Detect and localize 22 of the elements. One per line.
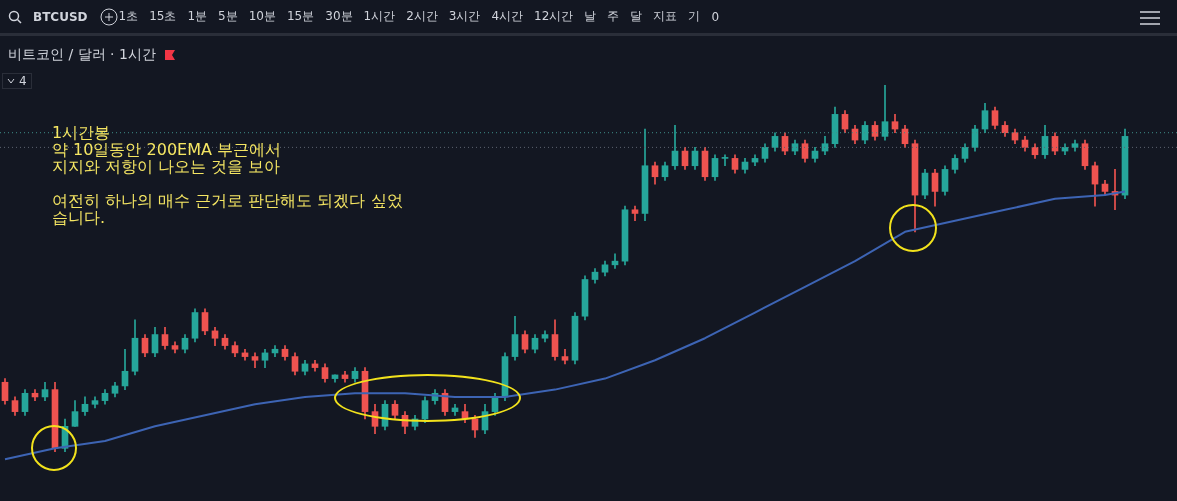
text: 2시간 <box>406 8 438 25</box>
text: 12시간 <box>534 8 574 25</box>
annotation: 4 <box>19 74 27 88</box>
chart-title: 비트코인 / 달러 · 1시간 <box>8 46 156 64</box>
text: 4시간 <box>491 8 524 25</box>
text: 주 <box>607 8 620 25</box>
text: 0 <box>711 9 720 24</box>
text: 날 <box>584 8 597 25</box>
text: 3시간 <box>448 8 481 25</box>
text: 15초 <box>149 8 177 25</box>
text: 1분 <box>187 8 208 25</box>
text: 지표 <box>653 8 678 25</box>
annotation: 1시간봉 약 10일동안 200EMA 부근에서 지지와 저항이 나오는 것을 보아 여전히 하나의 매수 근거로 판단해도 되겠다 싶었 습니다. <box>52 123 403 227</box>
text: 달 <box>630 8 643 25</box>
text: 기 <box>688 8 701 25</box>
text: 5분 <box>218 8 238 25</box>
text: 15분 <box>286 8 315 25</box>
text: 1시간 <box>363 8 396 25</box>
text: BTCUSD <box>33 9 88 24</box>
text: 30분 <box>325 8 353 25</box>
text: 10분 <box>248 8 276 25</box>
text: 1초 <box>118 8 139 25</box>
